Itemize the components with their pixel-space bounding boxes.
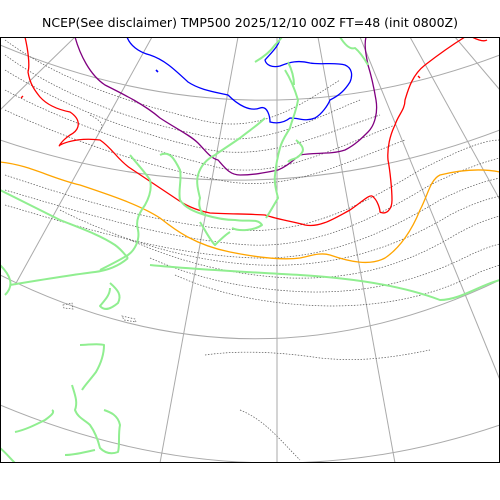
isotherm-orange xyxy=(0,161,500,264)
isotherm-line xyxy=(89,114,103,131)
isotherm-line xyxy=(129,215,500,279)
coastline-west-3 xyxy=(0,264,12,296)
isotherm-line xyxy=(204,349,431,360)
meridian-line xyxy=(359,37,500,381)
dotted-isotherms xyxy=(4,39,500,461)
coastline-japan-north xyxy=(254,37,283,63)
latitude-line xyxy=(0,274,500,340)
isotherm-line xyxy=(62,302,74,310)
coastline-west-4 xyxy=(9,257,129,286)
meridian-line xyxy=(454,37,500,91)
coastline-south-2 xyxy=(99,282,121,311)
graticule-meridians xyxy=(0,37,500,463)
isotherm-blue-dot xyxy=(155,69,159,73)
coastline-west-2 xyxy=(0,189,129,259)
isotherm-red-dot xyxy=(20,95,24,99)
map-title: NCEP(See disclaimer) TMP500 2025/12/10 0… xyxy=(41,15,458,30)
coastline-island-2 xyxy=(71,384,121,455)
latitude-line xyxy=(0,129,500,181)
meridian-line xyxy=(159,37,239,463)
isotherm-red-dot xyxy=(417,75,421,79)
isotherm-line xyxy=(121,315,137,323)
coastline-peninsula xyxy=(199,221,231,246)
coastline-korea-east xyxy=(265,69,299,219)
coastline-island-4 xyxy=(64,449,96,456)
isotherm-purple xyxy=(74,37,378,176)
coastline-china-bay xyxy=(159,152,263,232)
coastline-island-3 xyxy=(14,409,55,433)
coastline-sakhalin xyxy=(339,37,369,66)
coastline-china-north xyxy=(196,117,266,216)
isotherm-line xyxy=(4,177,500,259)
coastline-north-east xyxy=(287,61,295,86)
meridian-line xyxy=(0,37,76,111)
latitude-line xyxy=(0,44,500,101)
isotherm-line xyxy=(4,157,500,246)
isotherm-line xyxy=(59,195,500,266)
isotherm-line xyxy=(4,54,361,140)
isotherm-line xyxy=(4,39,341,125)
meridian-line xyxy=(317,37,396,463)
coastline-south xyxy=(149,264,500,301)
isotherm-line xyxy=(4,109,406,184)
isotherm-line xyxy=(239,409,301,461)
coastline-island-1 xyxy=(79,343,105,391)
isotherm-red xyxy=(24,37,466,227)
meridian-line xyxy=(409,37,500,201)
isotherm-line xyxy=(4,139,500,231)
meridian-line xyxy=(14,37,153,286)
isotherm-line xyxy=(4,89,396,171)
coastline-korea-west xyxy=(287,139,304,163)
coastlines xyxy=(0,37,500,463)
isotherm-line xyxy=(149,243,500,293)
coastline-island-5 xyxy=(0,447,16,463)
coastline-west xyxy=(99,154,152,271)
isotherm-line xyxy=(174,264,500,307)
graticule-latitude-lines xyxy=(0,44,500,463)
